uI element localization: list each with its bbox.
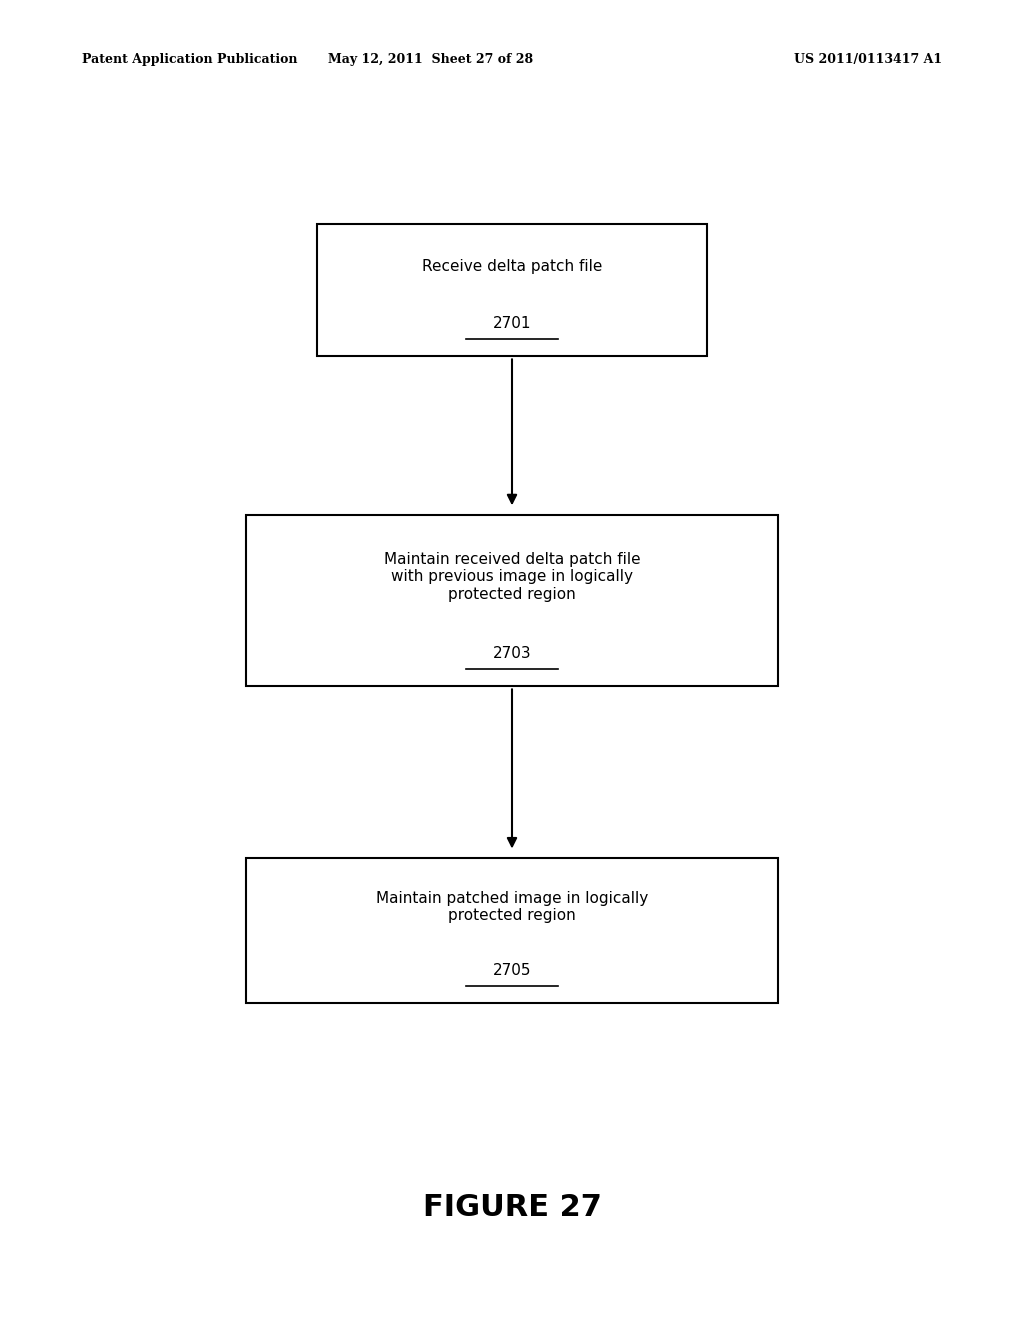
- Text: May 12, 2011  Sheet 27 of 28: May 12, 2011 Sheet 27 of 28: [328, 53, 532, 66]
- Text: 2705: 2705: [493, 962, 531, 978]
- Text: US 2011/0113417 A1: US 2011/0113417 A1: [794, 53, 942, 66]
- Text: Maintain patched image in logically
protected region: Maintain patched image in logically prot…: [376, 891, 648, 923]
- Text: Maintain received delta patch file
with previous image in logically
protected re: Maintain received delta patch file with …: [384, 552, 640, 602]
- FancyBboxPatch shape: [246, 515, 778, 686]
- FancyBboxPatch shape: [317, 224, 707, 356]
- Text: 2703: 2703: [493, 645, 531, 661]
- Text: 2701: 2701: [493, 315, 531, 331]
- Text: Receive delta patch file: Receive delta patch file: [422, 259, 602, 275]
- Text: Patent Application Publication: Patent Application Publication: [82, 53, 297, 66]
- Text: FIGURE 27: FIGURE 27: [423, 1193, 601, 1222]
- FancyBboxPatch shape: [246, 858, 778, 1003]
